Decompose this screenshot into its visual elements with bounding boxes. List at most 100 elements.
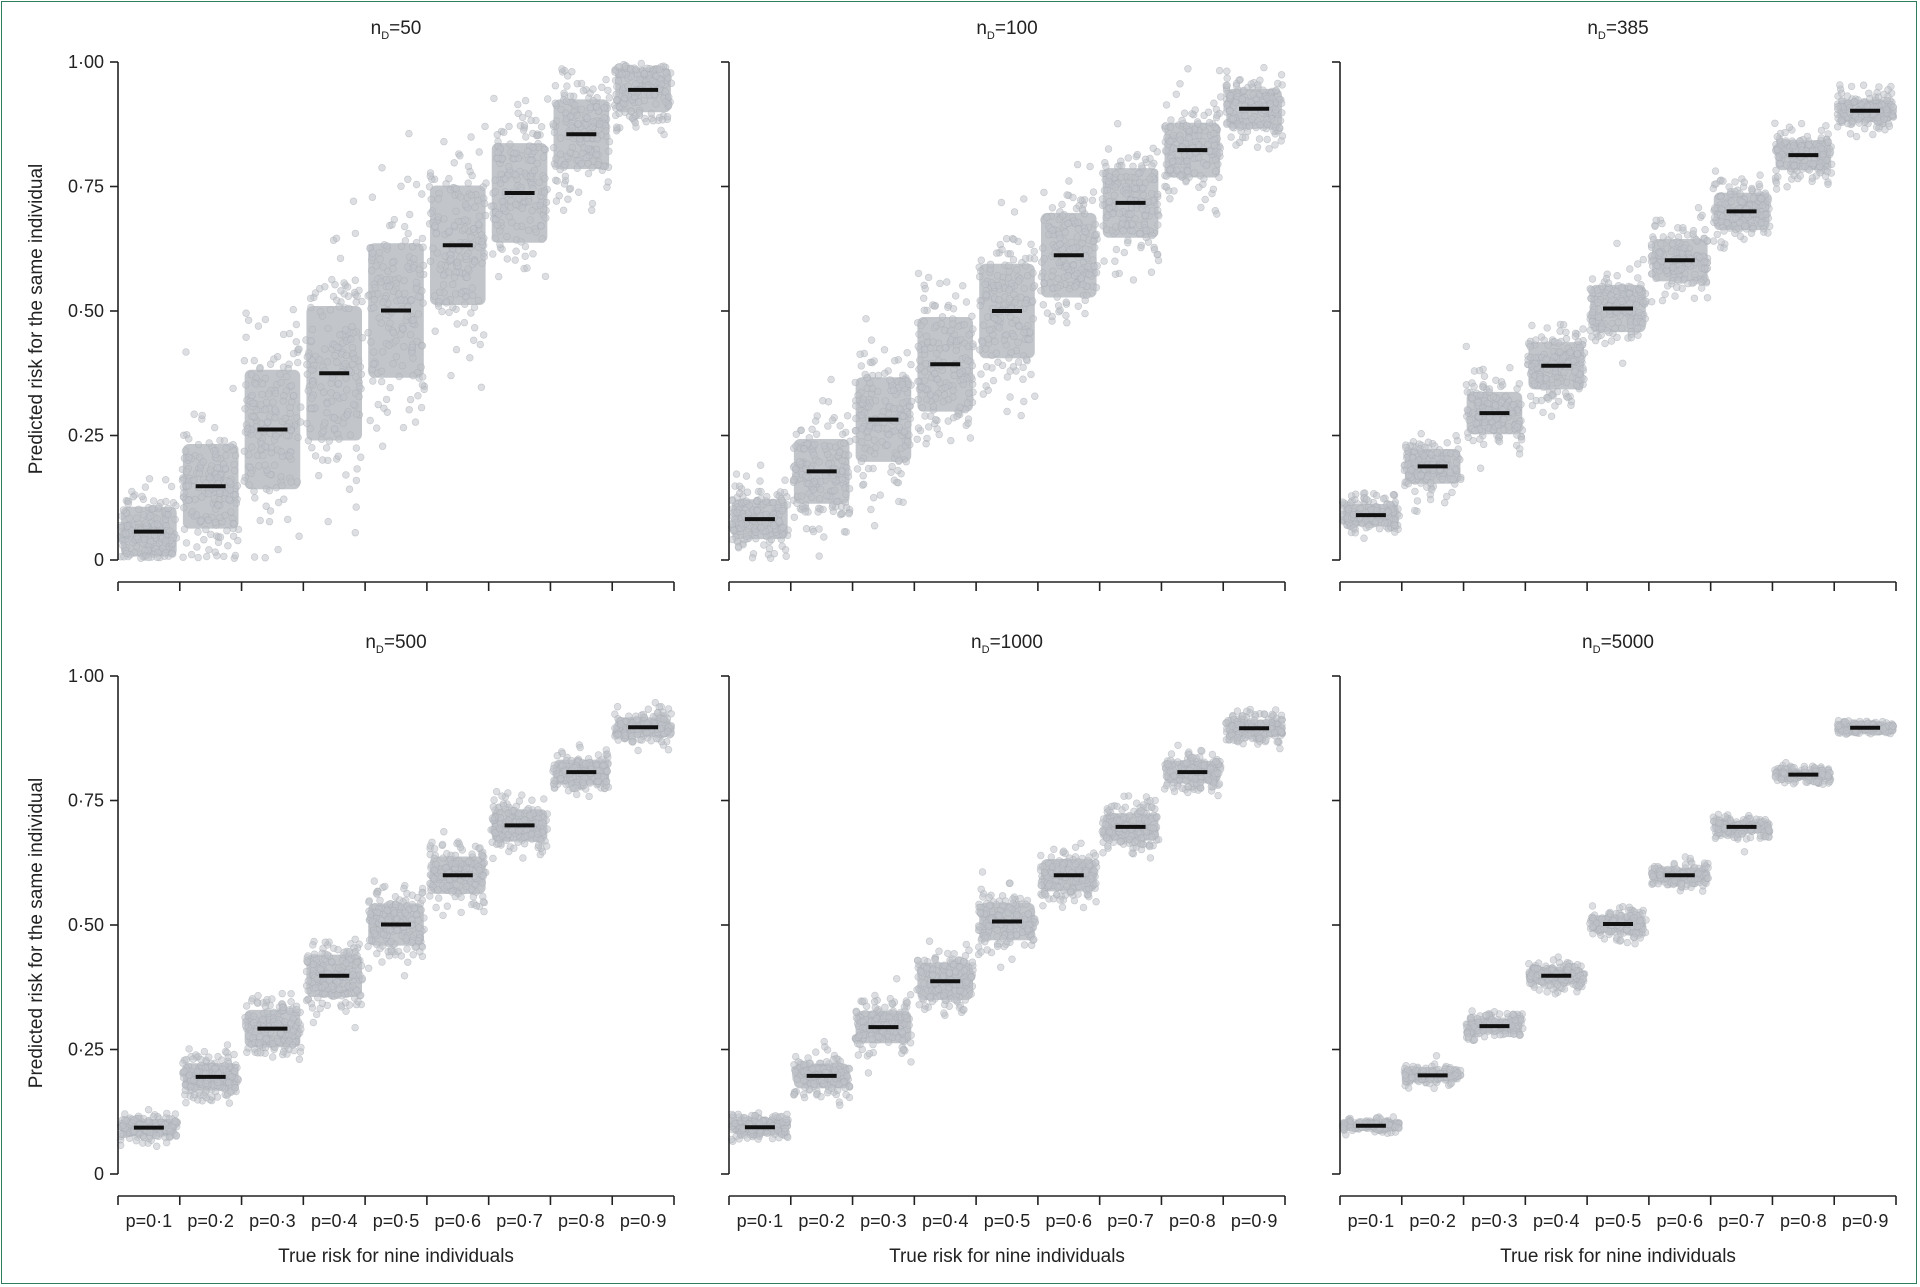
- data-point: [1014, 277, 1023, 285]
- data-point: [460, 318, 469, 327]
- data-point: [231, 551, 240, 560]
- data-point: [122, 1116, 130, 1125]
- data-point: [842, 528, 850, 536]
- data-point: [1098, 195, 1107, 203]
- data-point: [480, 331, 488, 339]
- data-point: [1140, 220, 1149, 229]
- data-point: [518, 113, 527, 122]
- scatter-points: [1338, 81, 1898, 542]
- data-point: [537, 222, 545, 230]
- data-point: [830, 486, 839, 495]
- data-point: [429, 244, 437, 253]
- data-point: [1020, 195, 1028, 203]
- data-point: [326, 306, 335, 314]
- data-point: [977, 370, 985, 378]
- data-point: [1344, 505, 1353, 513]
- data-point: [530, 166, 539, 175]
- data-point: [521, 96, 530, 105]
- data-point: [272, 432, 280, 440]
- data-point: [318, 435, 326, 443]
- data-point: [1668, 240, 1677, 248]
- data-point: [899, 498, 907, 506]
- data-point: [1148, 162, 1156, 170]
- data-point: [886, 376, 894, 384]
- data-point: [605, 94, 613, 102]
- data-point: [389, 360, 397, 368]
- data-point: [991, 337, 999, 346]
- data-point: [456, 152, 464, 160]
- data-point: [411, 418, 420, 426]
- data-point: [1826, 148, 1835, 156]
- data-point: [975, 273, 984, 281]
- data-point: [250, 487, 258, 495]
- data-point: [250, 356, 259, 365]
- data-point: [1852, 132, 1861, 141]
- data-point: [563, 72, 572, 80]
- data-point: [375, 248, 384, 257]
- data-point: [542, 214, 550, 222]
- data-point: [1869, 130, 1877, 139]
- data-point: [1213, 111, 1221, 119]
- data-point: [951, 292, 960, 300]
- data-point: [1544, 341, 1552, 349]
- data-point: [820, 533, 828, 541]
- data-point: [1202, 161, 1210, 170]
- data-point: [1248, 115, 1256, 124]
- data-point: [769, 521, 778, 530]
- data-point: [261, 553, 269, 562]
- data-point: [556, 150, 565, 158]
- data-point: [1040, 279, 1048, 287]
- data-point: [528, 207, 536, 215]
- data-point: [452, 207, 460, 216]
- data-point: [1672, 283, 1681, 292]
- data-point: [922, 395, 931, 404]
- data-point: [979, 390, 987, 398]
- data-point: [304, 437, 313, 445]
- data-point: [1056, 240, 1064, 248]
- data-point: [1347, 492, 1356, 500]
- data-point: [332, 234, 341, 243]
- data-point: [634, 98, 643, 106]
- data-point: [618, 70, 626, 78]
- data-point: [756, 477, 764, 485]
- data-point: [1010, 332, 1018, 340]
- data-point: [188, 507, 197, 516]
- data-point: [1010, 208, 1019, 216]
- data-point: [1203, 140, 1212, 149]
- data-point: [978, 338, 987, 346]
- data-point: [989, 376, 998, 385]
- data-point: [1030, 255, 1039, 263]
- data-point: [1634, 274, 1642, 282]
- data-point: [1738, 198, 1746, 206]
- data-point: [242, 309, 250, 317]
- data-point: [1162, 183, 1171, 191]
- data-point: [474, 296, 483, 305]
- data-point: [660, 130, 668, 139]
- data-point: [1601, 339, 1609, 348]
- data-point: [1100, 186, 1109, 195]
- data-point: [1249, 90, 1257, 99]
- data-point: [1166, 195, 1174, 203]
- y-tick-label: 0·75: [68, 177, 104, 197]
- chart-panel-2: nD=100: [721, 18, 1287, 591]
- data-point: [1367, 506, 1376, 514]
- data-point: [351, 528, 359, 537]
- data-point: [1136, 230, 1144, 238]
- data-point: [1417, 430, 1425, 438]
- data-point: [840, 439, 848, 447]
- y-tick-label: 0·50: [68, 301, 104, 321]
- data-point: [1211, 156, 1220, 164]
- data-point: [1647, 298, 1656, 306]
- data-point: [1627, 334, 1636, 342]
- data-point: [589, 96, 597, 105]
- data-point: [1167, 116, 1175, 124]
- data-point: [427, 209, 435, 218]
- data-point: [1843, 92, 1852, 100]
- data-point: [406, 210, 414, 219]
- data-point: [1223, 101, 1231, 109]
- data-point: [1652, 216, 1660, 225]
- data-point: [211, 518, 220, 527]
- data-point: [1040, 188, 1048, 197]
- data-point: [542, 198, 551, 207]
- data-point: [1816, 162, 1824, 171]
